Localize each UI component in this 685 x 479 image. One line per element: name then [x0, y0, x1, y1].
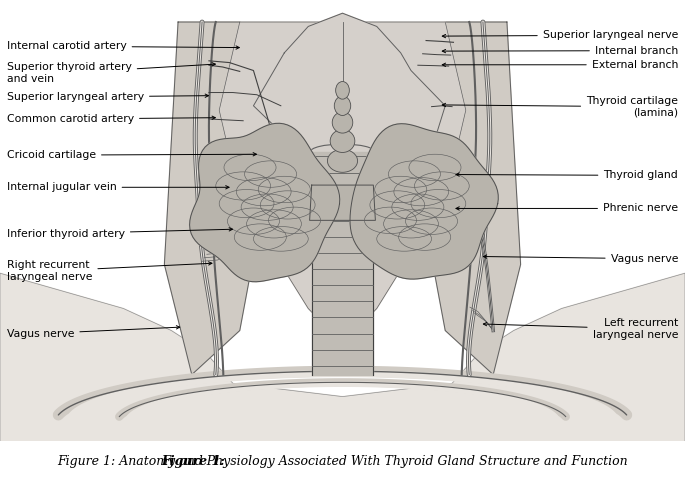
- Ellipse shape: [330, 129, 355, 152]
- Text: Figure 1:: Figure 1:: [161, 456, 225, 468]
- Polygon shape: [310, 185, 375, 220]
- Text: Cricoid cartilage: Cricoid cartilage: [7, 150, 256, 160]
- Polygon shape: [350, 124, 498, 279]
- Ellipse shape: [336, 81, 349, 99]
- Text: Superior laryngeal nerve: Superior laryngeal nerve: [443, 30, 678, 40]
- Text: Vagus nerve: Vagus nerve: [484, 254, 678, 263]
- Polygon shape: [425, 22, 521, 375]
- Polygon shape: [253, 13, 445, 159]
- Text: Inferior thyroid artery: Inferior thyroid artery: [7, 228, 232, 239]
- Text: Internal carotid artery: Internal carotid artery: [7, 41, 239, 51]
- Text: Thyroid gland: Thyroid gland: [456, 171, 678, 181]
- Text: Vagus nerve: Vagus nerve: [7, 326, 179, 339]
- Polygon shape: [219, 22, 466, 344]
- Text: Right recurrent
laryngeal nerve: Right recurrent laryngeal nerve: [7, 260, 212, 282]
- Text: Internal branch: Internal branch: [443, 46, 678, 56]
- Text: Thyroid cartilage
(lamina): Thyroid cartilage (lamina): [443, 96, 678, 117]
- Text: Figure 1: Anatomy and Physiology Associated With Thyroid Gland Structure and Fun: Figure 1: Anatomy and Physiology Associa…: [57, 456, 628, 468]
- Ellipse shape: [332, 112, 353, 133]
- Text: Internal jugular vein: Internal jugular vein: [7, 182, 229, 192]
- Ellipse shape: [334, 96, 351, 115]
- Text: Common carotid artery: Common carotid artery: [7, 114, 215, 124]
- Polygon shape: [164, 22, 260, 375]
- Polygon shape: [190, 123, 340, 282]
- Text: Phrenic nerve: Phrenic nerve: [456, 204, 678, 214]
- Text: Superior thyroid artery
and vein: Superior thyroid artery and vein: [7, 62, 215, 83]
- Ellipse shape: [327, 149, 358, 172]
- Text: Superior laryngeal artery: Superior laryngeal artery: [7, 92, 208, 102]
- Text: External branch: External branch: [443, 60, 678, 70]
- Polygon shape: [312, 152, 373, 375]
- Polygon shape: [0, 273, 685, 449]
- Text: Left recurrent
laryngeal nerve: Left recurrent laryngeal nerve: [484, 318, 678, 340]
- Ellipse shape: [310, 144, 375, 160]
